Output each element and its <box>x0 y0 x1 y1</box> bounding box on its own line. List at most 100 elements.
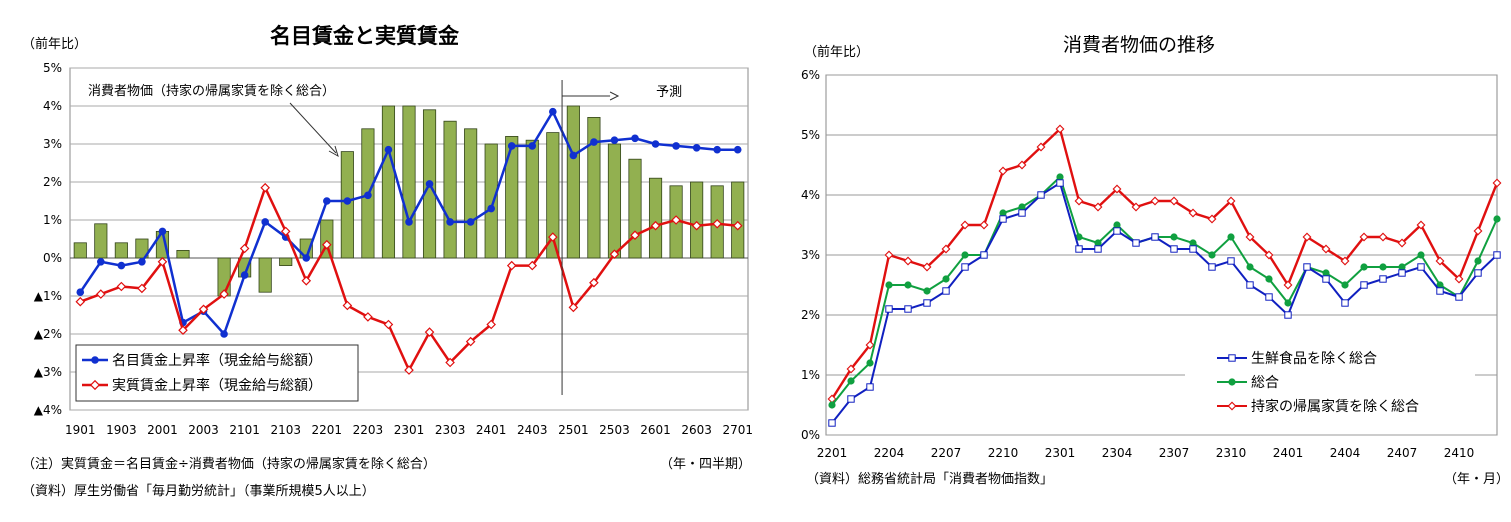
chart2-y-tick-label: 3% <box>801 248 820 262</box>
chart2-point <box>941 244 951 254</box>
chart2-point <box>942 287 950 295</box>
chart2-point <box>1493 215 1501 223</box>
chart2-point <box>828 401 836 409</box>
chart2-point <box>1474 269 1482 277</box>
chart1-y-tick-label: 0% <box>43 251 62 265</box>
chart1-point <box>240 271 249 279</box>
chart1-point <box>137 283 147 294</box>
chart1-point <box>466 218 475 226</box>
chart2-x-tick-label: 2301 <box>1045 446 1076 460</box>
chart2-x-tick-label: 2410 <box>1444 446 1475 460</box>
chart2-point <box>1075 233 1083 241</box>
chart2-point <box>884 250 894 260</box>
chart1-point <box>301 275 312 286</box>
chart2-y-tick-label: 2% <box>801 308 820 322</box>
chart1-x-tick-label: 1901 <box>65 423 96 437</box>
chart1-bar <box>525 139 539 259</box>
chart1-point <box>157 256 168 267</box>
chart2-point <box>1416 220 1426 230</box>
chart1-x-tick-label: 2603 <box>681 423 712 437</box>
chart2-point <box>980 251 988 259</box>
chart1-x-tick-label: 2701 <box>722 423 753 437</box>
chart1-point <box>528 142 537 150</box>
chart2-point <box>885 281 893 289</box>
chart2-point <box>866 383 874 391</box>
chart1-point <box>568 302 579 313</box>
chart1-legend-marker <box>91 356 99 364</box>
chart2-point <box>846 364 856 374</box>
chart1-source: （資料）厚生労働省「毎月勤労統計」（事業所規模5人以上） <box>22 484 375 499</box>
chart2-point <box>1131 202 1141 212</box>
chart1-bar <box>505 135 519 259</box>
chart2-point <box>1246 281 1254 289</box>
chart1-point <box>465 336 476 347</box>
chart1-bar <box>279 257 293 266</box>
chart1-point <box>692 144 701 152</box>
chart1-point <box>364 191 372 200</box>
chart1-point <box>404 365 414 375</box>
chart2-point <box>866 359 874 367</box>
chart1-y-tick-label: 2% <box>43 175 62 189</box>
chart2-point <box>1302 232 1312 242</box>
chart1-point <box>178 325 188 336</box>
chart1-y-tick-label: 4% <box>43 99 62 113</box>
chart2-y-tick-label: 1% <box>801 368 820 382</box>
chart2-point <box>1492 178 1502 188</box>
chart2-x-tick-label: 2310 <box>1216 446 1247 460</box>
chart2-point <box>885 305 893 313</box>
chart1-point <box>486 319 496 330</box>
chart2-point <box>1321 244 1331 254</box>
chart2-x-tick-label: 2307 <box>1159 446 1190 460</box>
chart1-point <box>713 145 721 154</box>
chart2-point <box>1036 142 1046 152</box>
chart1-point <box>569 151 578 160</box>
chart1-note: （注）実質賃金＝名目賃金÷消費者物価（持家の帰属家賃を除く総合） <box>22 457 436 472</box>
chart1-x-tick-label: 1903 <box>106 423 137 437</box>
chart2-y-tick-label: 4% <box>801 188 820 202</box>
chart2-point <box>1417 263 1425 271</box>
chart2-point <box>1436 281 1444 289</box>
chart1-point <box>343 197 352 205</box>
chart2-point <box>1322 269 1330 277</box>
chart1-point <box>383 319 394 330</box>
chart1-forecast-arrowhead <box>609 91 620 101</box>
chart2-point <box>942 275 950 283</box>
chart1-title: 名目賃金と実質賃金 <box>270 24 459 48</box>
chart1-x-tick-label: 2101 <box>229 423 260 437</box>
chart2-point <box>961 251 969 259</box>
chart1-point <box>610 136 619 144</box>
chart1-point <box>405 218 413 226</box>
chart2-point <box>1189 239 1197 247</box>
chart2-legend-marker <box>1228 378 1236 386</box>
chart2-point <box>998 166 1008 176</box>
chart2-y-tick-label: 5% <box>801 128 820 142</box>
chart2-x-tick-label: 2210 <box>988 446 1019 460</box>
chart1-point <box>158 227 167 236</box>
chart1-x-unit: （年・四半期） <box>660 457 752 472</box>
chart2-point <box>1188 208 1198 218</box>
chart1-point <box>487 204 495 213</box>
chart1-annotation-arrowhead <box>328 145 339 158</box>
chart1-point <box>322 239 332 250</box>
chart2-point <box>1473 226 1483 236</box>
chart1-x-tick-label: 2203 <box>353 423 384 437</box>
chart1-y-tick-label: ▲4% <box>34 403 62 417</box>
chart1-x-tick-label: 2001 <box>147 423 178 437</box>
chart2-point <box>1055 124 1065 134</box>
chart2-y-tick-label: 6% <box>801 68 820 82</box>
chart1-point <box>302 254 311 262</box>
chart2-point <box>903 256 913 266</box>
chart2-point <box>1226 196 1236 206</box>
chart2-x-unit: （年・月） <box>1444 472 1510 487</box>
chart2-point <box>1397 238 1407 248</box>
chart1-point <box>342 300 353 311</box>
chart1-legend-label: 実質賃金上昇率（現金給与総額） <box>112 377 322 394</box>
chart2-point <box>1056 179 1064 187</box>
chart1-x-tick-label: 2401 <box>476 423 507 437</box>
chart1-point <box>323 197 331 205</box>
chart1-x-tick-label: 2201 <box>312 423 343 437</box>
chart1-point <box>672 142 680 150</box>
chart2-point <box>1493 251 1501 259</box>
chart2-point <box>1093 202 1103 212</box>
chart1-point <box>219 289 229 299</box>
